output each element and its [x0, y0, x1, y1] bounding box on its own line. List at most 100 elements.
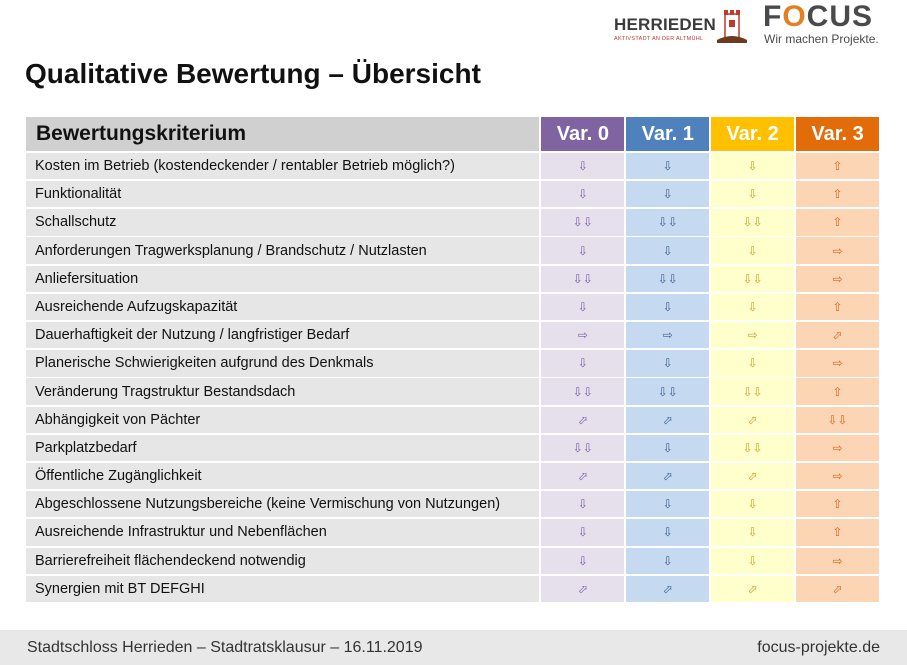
criterion-label: Barrierefreiheit flächendeckend notwendi… [26, 547, 540, 574]
focus-logo-tagline: Wir machen Projekte. [764, 32, 879, 46]
rating-var-1-arrow-icon: ⇩ [626, 434, 710, 462]
criterion-label: Anliefersituation [26, 265, 540, 292]
criterion-label: Synergien mit BT DEFGHI [26, 575, 540, 602]
rating-var-0-arrow-icon: ⇩ [541, 491, 625, 518]
criterion-label: Ausreichende Aufzugskapazität [26, 293, 540, 321]
rating-var-0-arrow-icon: ⇩ [541, 547, 625, 574]
header-var-3: Var. 3 [796, 117, 880, 151]
rating-var-3-arrow-icon: ⇨ [796, 237, 880, 264]
herrieden-logo-tagline: AKTIVSTADT AN DER ALTMÜHL [614, 36, 704, 42]
criterion-label: Abhängigkeit von Pächter [26, 406, 540, 433]
footer: Stadtschloss Herrieden – Stadtratsklausu… [0, 630, 907, 665]
table-row: Anliefersituation ⇩⇩ ⇩⇩ ⇩⇩ ⇨ [26, 265, 880, 292]
rating-var-0-arrow-icon: ⇩ [541, 350, 625, 377]
table-row: Barrierefreiheit flächendeckend notwendi… [26, 547, 880, 574]
rating-var-0-arrow-icon: ⇩⇩ [541, 265, 625, 292]
rating-var-2-arrow-icon: ⇨ [711, 322, 795, 349]
rating-var-1-arrow-icon: ⇩ [626, 547, 710, 574]
table-row: Parkplatzbedarf ⇩⇩ ⇩ ⇩⇩ ⇨ [26, 434, 880, 462]
rating-var-3-arrow-icon: ⬀ [796, 575, 880, 602]
rating-var-1-arrow-icon: ⬀ [626, 575, 710, 602]
rating-var-2-arrow-icon: ⇩⇩ [711, 209, 795, 236]
rating-var-1-arrow-icon: ⇩⇩ [626, 378, 710, 405]
rating-var-1-arrow-icon: ⇩ [626, 152, 710, 180]
table-row: Dauerhaftigkeit der Nutzung / langfristi… [26, 322, 880, 349]
table-row: Ausreichende Aufzugskapazität ⇩ ⇩ ⇩ ⇧ [26, 293, 880, 321]
rating-var-3-arrow-icon: ⇨ [796, 462, 880, 490]
castle-tower-icon [717, 10, 747, 43]
rating-var-1-arrow-icon: ⇩ [626, 293, 710, 321]
rating-var-0-arrow-icon: ⇩⇩ [541, 434, 625, 462]
rating-var-1-arrow-icon: ⇩⇩ [626, 265, 710, 292]
rating-var-3-arrow-icon: ⇧ [796, 181, 880, 208]
criterion-label: Planerische Schwierigkeiten aufgrund des… [26, 350, 540, 377]
rating-var-1-arrow-icon: ⇩ [626, 237, 710, 264]
rating-var-2-arrow-icon: ⬀ [711, 575, 795, 602]
table-row: Planerische Schwierigkeiten aufgrund des… [26, 350, 880, 377]
page-title: Qualitative Bewertung – Übersicht [25, 58, 481, 89]
rating-var-2-arrow-icon: ⇩ [711, 350, 795, 377]
footer-website: focus-projekte.de [757, 639, 880, 656]
herrieden-logo-word: HERRIEDEN [614, 15, 716, 34]
table-row: Abhängigkeit von Pächter ⬀ ⬀ ⬀ ⇩⇩ [26, 406, 880, 433]
table-header: Bewertungskriterium Var. 0 Var. 1 Var. 2… [26, 117, 880, 151]
table-row: Schallschutz ⇩⇩ ⇩⇩ ⇩⇩ ⇧ [26, 209, 880, 236]
evaluation-table: Bewertungskriterium Var. 0 Var. 1 Var. 2… [26, 117, 880, 602]
rating-var-3-arrow-icon: ⇧ [796, 152, 880, 180]
rating-var-1-arrow-icon: ⇩⇩ [626, 209, 710, 236]
rating-var-0-arrow-icon: ⇩ [541, 237, 625, 264]
table-row: Abgeschlossene Nutzungsbereiche (keine V… [26, 491, 880, 518]
criterion-label: Parkplatzbedarf [26, 434, 540, 462]
criterion-label: Abgeschlossene Nutzungsbereiche (keine V… [26, 491, 540, 518]
rating-var-0-arrow-icon: ⬀ [541, 406, 625, 433]
table-row: Funktionalität ⇩ ⇩ ⇩ ⇧ [26, 181, 880, 208]
rating-var-0-arrow-icon: ⇩ [541, 293, 625, 321]
rating-var-3-arrow-icon: ⇨ [796, 350, 880, 377]
rating-var-3-arrow-icon: ⬀ [796, 322, 880, 349]
rating-var-2-arrow-icon: ⇩⇩ [711, 378, 795, 405]
focus-logo: FOCUS Wir machen Projekte. [763, 0, 893, 46]
criterion-label: Kosten im Betrieb (kostendeckender / ren… [26, 152, 540, 180]
rating-var-2-arrow-icon: ⇩⇩ [711, 265, 795, 292]
rating-var-1-arrow-icon: ⬀ [626, 406, 710, 433]
focus-logo-word: FOCUS [763, 0, 874, 33]
rating-var-0-arrow-icon: ⇩ [541, 181, 625, 208]
table-row: Synergien mit BT DEFGHI ⬀ ⬀ ⬀ ⬀ [26, 575, 880, 602]
rating-var-3-arrow-icon: ⇨ [796, 265, 880, 292]
criterion-label: Funktionalität [26, 181, 540, 208]
criterion-label: Schallschutz [26, 209, 540, 236]
rating-var-1-arrow-icon: ⬀ [626, 462, 710, 490]
rating-var-1-arrow-icon: ⇩ [626, 491, 710, 518]
rating-var-2-arrow-icon: ⇩ [711, 237, 795, 264]
table-row: Veränderung Tragstruktur Bestandsdach ⇩⇩ ⇩… [26, 378, 880, 405]
rating-var-1-arrow-icon: ⇩ [626, 519, 710, 546]
rating-var-3-arrow-icon: ⇧ [796, 378, 880, 405]
header-var-2: Var. 2 [711, 117, 795, 151]
rating-var-2-arrow-icon: ⇩ [711, 181, 795, 208]
rating-var-3-arrow-icon: ⇨ [796, 434, 880, 462]
rating-var-1-arrow-icon: ⇩ [626, 181, 710, 208]
criterion-label: Anforderungen Tragwerksplanung / Brandsc… [26, 237, 540, 264]
rating-var-2-arrow-icon: ⬀ [711, 462, 795, 490]
table-row: Öffentliche Zugänglichkeit ⬀ ⬀ ⬀ ⇨ [26, 462, 880, 490]
rating-var-1-arrow-icon: ⇩ [626, 350, 710, 377]
rating-var-3-arrow-icon: ⇧ [796, 491, 880, 518]
header-criterion: Bewertungskriterium [26, 117, 540, 151]
header-var-1: Var. 1 [626, 117, 710, 151]
rating-var-0-arrow-icon: ⇩⇩ [541, 209, 625, 236]
herrieden-logo: HERRIEDEN AKTIVSTADT AN DER ALTMÜHL [614, 6, 749, 46]
criterion-label: Veränderung Tragstruktur Bestandsdach [26, 378, 540, 405]
rating-var-0-arrow-icon: ⬀ [541, 462, 625, 490]
rating-var-0-arrow-icon: ⇨ [541, 322, 625, 349]
criterion-label: Dauerhaftigkeit der Nutzung / langfristi… [26, 322, 540, 349]
table-body: Kosten im Betrieb (kostendeckender / ren… [26, 152, 880, 602]
table-row: Ausreichende Infrastruktur und Nebenfläc… [26, 519, 880, 546]
rating-var-2-arrow-icon: ⬀ [711, 406, 795, 433]
rating-var-1-arrow-icon: ⇨ [626, 322, 710, 349]
rating-var-3-arrow-icon: ⇨ [796, 547, 880, 574]
rating-var-2-arrow-icon: ⇩ [711, 293, 795, 321]
header-var-0: Var. 0 [541, 117, 625, 151]
criterion-label: Ausreichende Infrastruktur und Nebenfläc… [26, 519, 540, 546]
rating-var-3-arrow-icon: ⇧ [796, 519, 880, 546]
rating-var-3-arrow-icon: ⇧ [796, 209, 880, 236]
